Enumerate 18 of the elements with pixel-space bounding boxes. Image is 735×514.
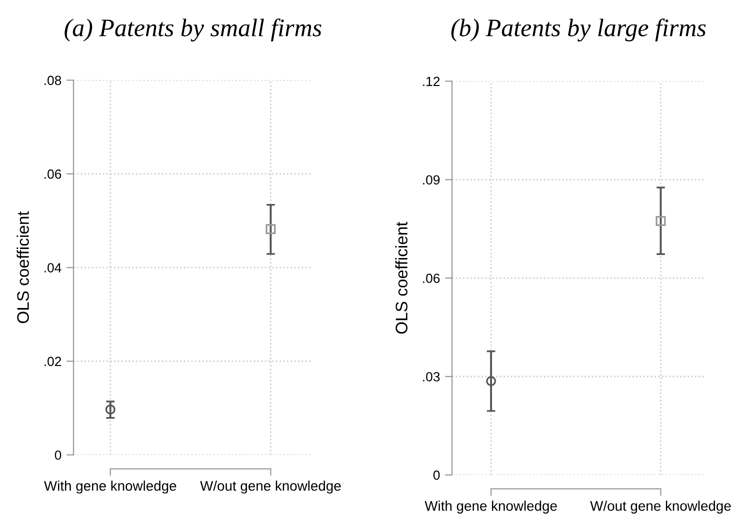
y-axis-title: OLS coefficient	[395, 222, 408, 334]
x-tick-label: With gene knowledge	[44, 480, 176, 494]
y-tick-label: .06	[423, 274, 440, 283]
y-tick-label: .09	[423, 175, 440, 185]
y-tick-label: .03	[423, 372, 440, 382]
chart-title: (b) Patents by large firms	[451, 18, 706, 42]
y-tick-label: .12	[423, 76, 440, 86]
y-tick-label: .08	[44, 76, 62, 86]
x-tick-label: With gene knowledge	[424, 500, 557, 514]
y-tick-label: .06	[44, 169, 62, 179]
x-tick-label: W/out gene knowledge	[200, 480, 341, 494]
y-tick-label: 0	[433, 470, 440, 480]
y-tick-label: .02	[44, 356, 62, 366]
y-tick-label: 0	[54, 450, 62, 460]
chart-title: (a) Patents by small firms	[64, 18, 322, 42]
y-axis-title: OLS coefficient	[16, 211, 29, 324]
x-tick-label: W/out gene knowledge	[590, 500, 731, 514]
y-tick-label: .04	[44, 263, 62, 272]
